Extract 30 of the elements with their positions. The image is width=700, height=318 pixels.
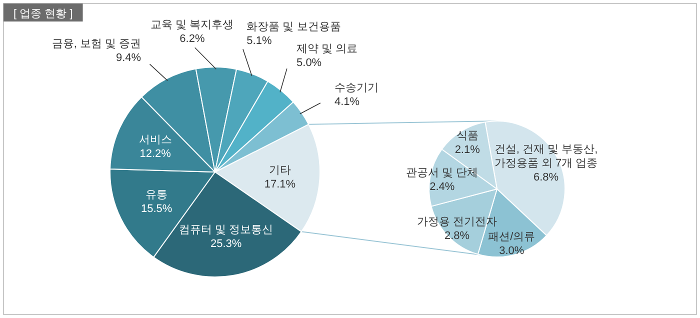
data-label: 3.0% bbox=[499, 244, 524, 257]
data-label: 5.0% bbox=[296, 56, 322, 69]
slice-label: 패션/의류 bbox=[488, 230, 536, 243]
chart-title: [ 업종 현황 ] bbox=[14, 8, 73, 20]
data-label: 17.1% bbox=[264, 178, 296, 190]
slice-label: 금융, 보험 및 증권 bbox=[52, 38, 142, 50]
slice-label: 유통 bbox=[146, 188, 168, 201]
slice-label: 제약 및 의료 bbox=[296, 42, 358, 55]
data-label: 15.5% bbox=[141, 202, 172, 215]
data-label: 9.4% bbox=[116, 52, 142, 64]
data-label: 5.1% bbox=[246, 34, 272, 47]
slice-label: 기타 bbox=[268, 164, 291, 176]
data-label: 12.2% bbox=[140, 148, 172, 160]
slice-label: 컴퓨터 및 정보통신 bbox=[179, 224, 274, 236]
slice-label: 서비스 bbox=[138, 134, 172, 146]
slice-label: 건설, 건재 및 부동산, 가정용품 외 7개 업종 bbox=[494, 143, 598, 170]
slice-label: 식품 bbox=[456, 130, 478, 142]
slice-label: 화장품 및 보건용품 bbox=[246, 20, 341, 33]
data-label: 2.4% bbox=[430, 180, 455, 193]
slice-label: 수송기기 bbox=[334, 82, 379, 94]
data-label: 2.1% bbox=[454, 144, 480, 156]
data-label: 6.2% bbox=[180, 33, 205, 46]
title: [ 업종 현황 ] bbox=[4, 4, 83, 22]
slice-label: 교육 및 복지후생 bbox=[150, 19, 234, 32]
slice-label: 가정용 전기전자 bbox=[417, 216, 498, 228]
data-label: 4.1% bbox=[334, 96, 360, 108]
data-label: 6.8% bbox=[534, 171, 559, 184]
slice-label: 관공서 및 단체 bbox=[406, 166, 478, 179]
data-label: 2.8% bbox=[444, 230, 470, 242]
data-label: 25.3% bbox=[210, 238, 242, 250]
